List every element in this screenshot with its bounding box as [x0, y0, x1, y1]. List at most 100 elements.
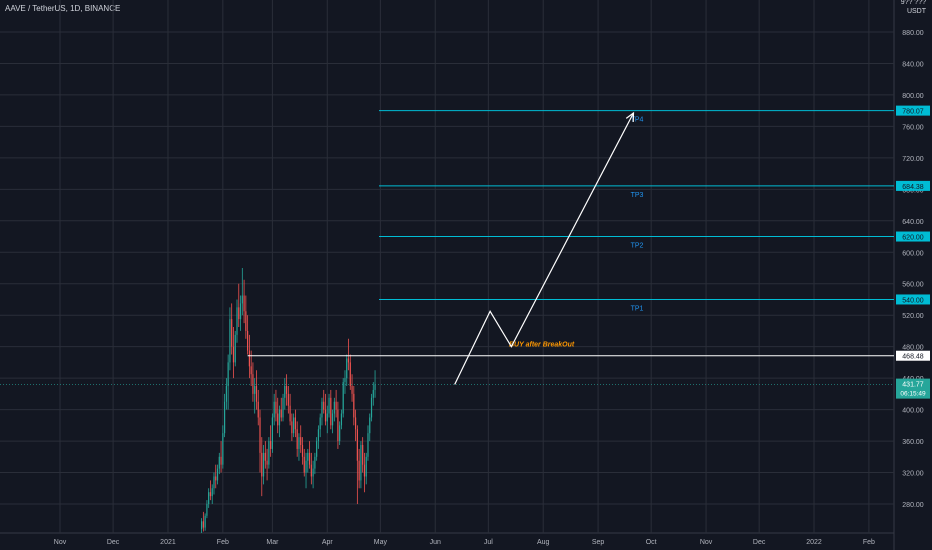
candle-body [346, 358, 348, 379]
candle-body [268, 441, 270, 465]
bar-countdown-label: 06:15:49 [900, 391, 926, 398]
candle-body [285, 386, 288, 394]
x-tick-label: Feb [863, 539, 875, 546]
candle-body [209, 492, 212, 497]
projection-arrowhead [625, 111, 635, 123]
x-tick-label: Sep [592, 539, 605, 546]
candle-body [344, 378, 346, 383]
y-tick-label: 400.00 [902, 408, 924, 415]
symbol-title: AAVE / TetherUS, 1D, BINANCE [5, 4, 121, 13]
x-tick-label: Aug [537, 539, 550, 546]
candle-body [340, 413, 343, 426]
breakout-price-tag [896, 350, 930, 361]
projection-path [454, 112, 635, 385]
y-tick-label: 560.00 [902, 282, 924, 289]
breakout-price-tag-label: 468.48 [902, 354, 924, 361]
candle-body [229, 319, 231, 363]
candle-body [349, 362, 351, 386]
candle-body [331, 413, 334, 426]
candles [201, 268, 376, 533]
candle-body [201, 521, 203, 530]
candle-body [300, 437, 302, 445]
candle-body [250, 366, 252, 375]
candle-body [291, 421, 293, 434]
y-tick-label: 800.00 [902, 93, 924, 100]
candle-body [363, 464, 366, 477]
x-tick-label: Oct [646, 539, 657, 546]
candle-body [324, 409, 327, 422]
target-price-tag [896, 294, 930, 305]
axis-top-clipped-label: 9?? ??? [900, 0, 926, 6]
candle-body [278, 409, 281, 426]
x-tick-label: Dec [753, 539, 766, 546]
candle-body [218, 456, 220, 469]
target-label: TP4 [631, 117, 644, 124]
candle-body [206, 504, 208, 516]
candle-body [314, 456, 316, 469]
x-tick-label: Dec [107, 539, 120, 546]
candle-body [208, 492, 210, 504]
candle-body [307, 452, 309, 461]
candle-body [372, 389, 374, 398]
y-tick-label: 320.00 [902, 471, 924, 478]
candle-body [248, 350, 250, 367]
candle-body [326, 413, 328, 422]
target-label: TP3 [631, 192, 644, 199]
x-tick-label: Mar [266, 539, 279, 546]
target-price-tag [896, 105, 930, 116]
candle-body [312, 468, 314, 477]
candle-body [319, 417, 321, 430]
x-tick-label: 2022 [806, 539, 822, 546]
candle-body [317, 429, 320, 442]
candle-body [202, 521, 204, 528]
candle-body [305, 460, 307, 473]
candle-body [337, 409, 339, 442]
time-axis[interactable]: Nov Dec 2021 Feb Mar Apr May Jun Jul Aug Sep Oct Nov… [54, 539, 875, 546]
price-axis[interactable]: 280.00320.00360.00400.00440.00480.00520.… [902, 30, 924, 509]
y-tick-label: 880.00 [902, 30, 924, 37]
candle-body [264, 452, 266, 461]
y-tick-label: 280.00 [902, 502, 924, 509]
candle-body [298, 437, 300, 449]
candle-body [367, 433, 369, 457]
x-tick-label: 2021 [160, 539, 176, 546]
candle-body [234, 334, 236, 363]
target-price-tag-label: 780.07 [902, 109, 924, 116]
candle-body [303, 456, 305, 473]
x-tick-label: Apr [322, 539, 334, 546]
y-tick-label: 720.00 [902, 156, 924, 163]
candle-body [287, 393, 289, 406]
candle-body [360, 445, 362, 481]
candle-body [282, 397, 284, 418]
candle-body [308, 452, 311, 465]
candle-body [204, 515, 206, 528]
candle-body [247, 330, 249, 351]
target-label: TP2 [631, 243, 644, 250]
candle-body [339, 425, 341, 442]
x-tick-label: Nov [54, 539, 67, 546]
candle-body [358, 460, 360, 481]
x-tick-label: Feb [217, 539, 229, 546]
candle-body [301, 445, 304, 457]
candle-body [335, 401, 337, 410]
y-tick-label: 360.00 [902, 439, 924, 446]
x-tick-label: Jun [430, 539, 441, 546]
last-price-tag [896, 378, 930, 399]
candle-body [243, 295, 245, 312]
candle-body [347, 358, 350, 363]
candle-body [252, 374, 254, 394]
candle-body [277, 413, 279, 426]
target-price-tag-label: 620.00 [902, 235, 924, 242]
candle-body [255, 386, 258, 402]
target-price-tag [896, 180, 930, 191]
currency-label: USDT [906, 8, 926, 15]
candle-body [289, 405, 291, 422]
candle-body [266, 460, 268, 465]
candle-body [342, 382, 344, 414]
candle-body [321, 401, 323, 418]
candle-body [245, 311, 247, 331]
candle-body [215, 476, 217, 481]
candle-body [374, 384, 376, 390]
breakout-annotation: BUY after BreakOut [509, 342, 575, 349]
